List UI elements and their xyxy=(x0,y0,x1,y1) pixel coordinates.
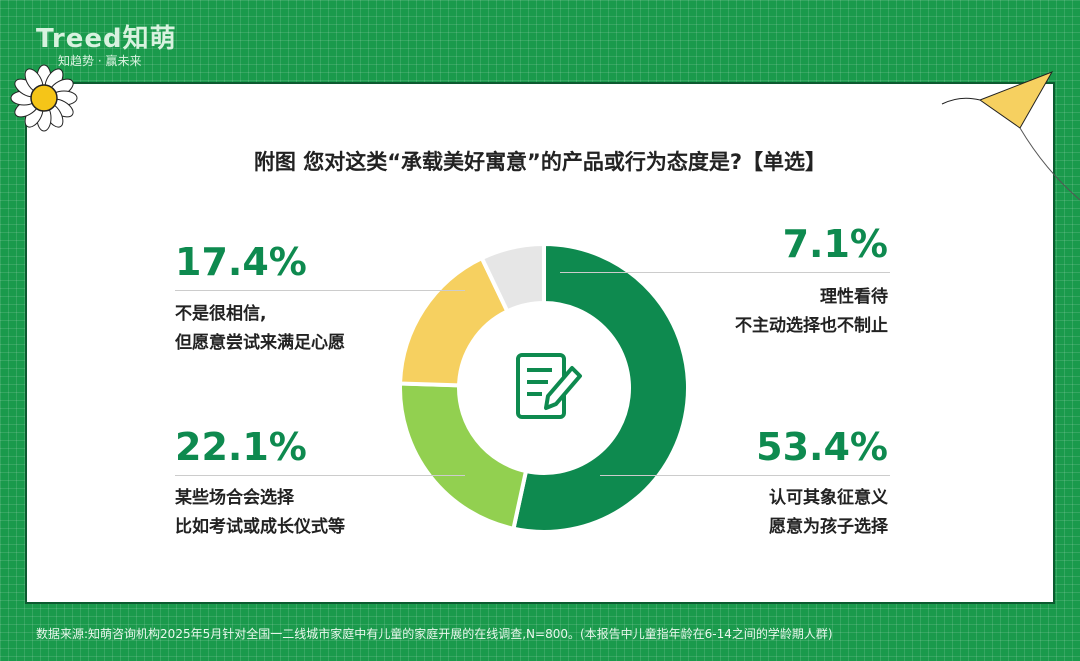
chart-title: 附图 您对这类“承载美好寓意”的产品或行为态度是?【单选】 xyxy=(253,150,827,174)
brand-logo: Treed知萌 xyxy=(36,24,177,54)
data-source-note: 数据来源:知萌咨询机构2025年5月针对全国一二线城市家庭中有儿童的家庭开展的在… xyxy=(36,627,833,641)
slice-label-53: 认可其象征意义 愿意为孩子选择 xyxy=(769,488,888,537)
pct-label-7: 7.1% xyxy=(782,222,888,266)
leader-line xyxy=(175,475,465,476)
leader-line xyxy=(600,475,890,476)
donut-slice-0 xyxy=(511,241,690,534)
slice-label-17: 不是很相信, 但愿意尝试来满足心愿 xyxy=(175,304,345,353)
pct-label-22: 22.1% xyxy=(175,425,307,469)
pct-label-17: 17.4% xyxy=(175,240,307,284)
leader-line xyxy=(175,290,465,291)
leader-line xyxy=(560,272,890,273)
document-edit-icon xyxy=(516,353,582,419)
brand-slogan: 知趋势 · 赢未来 xyxy=(58,54,142,68)
kite-icon xyxy=(941,71,1080,201)
slice-label-7: 理性看待 不主动选择也不制止 xyxy=(735,287,888,336)
donut-slice-1 xyxy=(398,381,529,532)
slice-label-22: 某些场合会选择 比如考试或成长仪式等 xyxy=(175,488,345,537)
daisy-icon xyxy=(10,64,78,132)
donut-slice-3 xyxy=(479,241,546,314)
pct-label-53: 53.4% xyxy=(756,425,888,469)
